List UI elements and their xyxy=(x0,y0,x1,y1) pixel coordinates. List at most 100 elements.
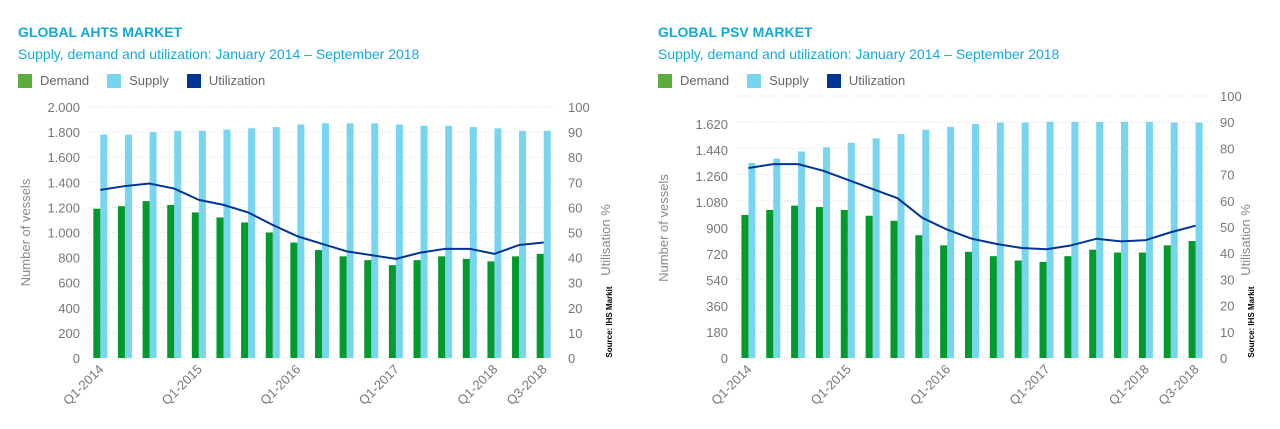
x-tick-label: Q1-2015 xyxy=(159,362,205,408)
y2-tick-label: 50 xyxy=(1220,220,1234,235)
demand-bar xyxy=(741,215,749,358)
y-tick-label: 1.440 xyxy=(695,143,728,158)
demand-bar xyxy=(462,258,470,358)
legend-supply: Supply xyxy=(107,73,169,88)
y2-axis-title: Utilisation % xyxy=(1238,204,1253,276)
demand-bar xyxy=(989,256,997,358)
supply-bar xyxy=(1121,121,1129,358)
utilization-line xyxy=(100,182,544,260)
demand-bar xyxy=(241,222,249,358)
y-tick-label: 540 xyxy=(706,273,728,288)
y-tick-label: 1.620 xyxy=(695,117,728,132)
demand-bar xyxy=(216,217,224,358)
supply-bar xyxy=(897,134,905,358)
x-tick-label: Q1-2017 xyxy=(1006,362,1052,408)
demand-bar xyxy=(290,242,298,358)
demand-bar xyxy=(1188,241,1196,358)
y-tick-label: 1.400 xyxy=(47,175,80,190)
y2-tick-label: 90 xyxy=(568,125,582,140)
y-tick-label: 1.600 xyxy=(47,150,80,165)
y2-tick-label: 80 xyxy=(568,150,582,165)
x-tick-label: Q1-2017 xyxy=(356,362,402,408)
demand-bar xyxy=(1039,261,1047,358)
supply-bar xyxy=(972,124,979,358)
demand-swatch-icon xyxy=(658,73,672,88)
legend-utilization: Utilization xyxy=(826,73,906,88)
supply-bar xyxy=(494,128,502,358)
demand-bar xyxy=(915,235,923,358)
supply-bar xyxy=(322,123,329,358)
y-tick-label: 400 xyxy=(58,301,80,316)
demand-bar xyxy=(438,256,446,358)
y2-tick-label: 90 xyxy=(1220,115,1234,130)
legend-label: Supply xyxy=(129,73,169,88)
y-tick-label: 1.200 xyxy=(47,200,80,215)
supply-bar xyxy=(1021,122,1029,358)
demand-bar xyxy=(940,245,948,358)
supply-bar xyxy=(469,127,477,358)
supply-bar xyxy=(773,158,781,358)
x-tick-label: Q1-2016 xyxy=(907,362,953,408)
supply-bar xyxy=(445,125,453,358)
demand-bar xyxy=(1014,260,1022,358)
supply-bar xyxy=(872,138,880,358)
demand-bar xyxy=(191,212,199,358)
supply-bar xyxy=(947,126,955,358)
y2-tick-label: 30 xyxy=(1220,272,1234,287)
supply-bar xyxy=(198,130,206,358)
y2-axis-title: Utilisation % xyxy=(598,204,613,276)
demand-bar xyxy=(265,232,273,358)
demand-bar xyxy=(315,250,322,358)
y2-tick-label: 70 xyxy=(1220,168,1234,183)
supply-bar xyxy=(371,123,379,358)
demand-bar xyxy=(1138,252,1146,358)
x-tick-label: Q3-2018 xyxy=(503,362,549,408)
supply-bar xyxy=(822,147,830,358)
legend-demand: Demand xyxy=(658,73,729,88)
y-tick-label: 180 xyxy=(706,325,728,340)
y2-tick-label: 20 xyxy=(1220,299,1234,314)
y2-tick-label: 80 xyxy=(1220,141,1234,156)
y-tick-label: 0 xyxy=(73,351,80,366)
demand-bar xyxy=(766,209,774,358)
y2-tick-label: 0 xyxy=(568,351,575,366)
supply-bar xyxy=(223,129,231,358)
psv-chart: 0 10 20 30 40 50 60 70 80 90 100 0 180 360 540 720 900 1.… xyxy=(656,89,1256,408)
x-tick-label: Q1-2016 xyxy=(257,362,303,408)
supply-bar xyxy=(798,151,806,358)
demand-bar xyxy=(536,253,544,358)
supply-bar xyxy=(543,130,551,358)
utilization-line xyxy=(748,163,1196,251)
y2-tick-label: 50 xyxy=(568,226,582,241)
y2-tick-label: 70 xyxy=(568,175,582,190)
supply-bar xyxy=(748,163,756,358)
y-tick-label: 720 xyxy=(706,247,728,262)
supply-swatch-icon xyxy=(747,73,762,88)
y-tick-label: 800 xyxy=(58,251,80,266)
source-note: Source: IHS Markit xyxy=(1247,286,1256,357)
y-tick-label: 1.080 xyxy=(695,195,728,210)
supply-bar xyxy=(1071,121,1079,358)
y2-tick-label: 40 xyxy=(568,251,582,266)
supply-bar xyxy=(1046,121,1054,358)
supply-bar xyxy=(420,125,428,358)
demand-bar xyxy=(388,265,396,358)
demand-bar xyxy=(1163,245,1171,358)
x-tick-label: Q1-2014 xyxy=(708,362,754,408)
legend-label: Demand xyxy=(680,73,730,88)
demand-bar xyxy=(512,256,520,358)
supply-swatch-icon xyxy=(107,73,122,88)
y2-tick-label: 60 xyxy=(1220,194,1234,209)
demand-bar xyxy=(487,261,495,358)
x-tick-label: Q3-2018 xyxy=(1155,362,1201,408)
demand-bar xyxy=(142,201,150,358)
y2-tick-label: 10 xyxy=(568,326,582,341)
y2-tick-label: 0 xyxy=(1220,351,1227,366)
x-tick-label: Q1-2018 xyxy=(1106,362,1152,408)
supply-bar xyxy=(346,123,354,358)
demand-swatch-icon xyxy=(18,73,32,88)
demand-bar xyxy=(339,256,347,358)
legend-label: Utilization xyxy=(848,73,906,88)
legend-label: Supply xyxy=(769,73,809,88)
demand-bar xyxy=(1064,256,1072,358)
